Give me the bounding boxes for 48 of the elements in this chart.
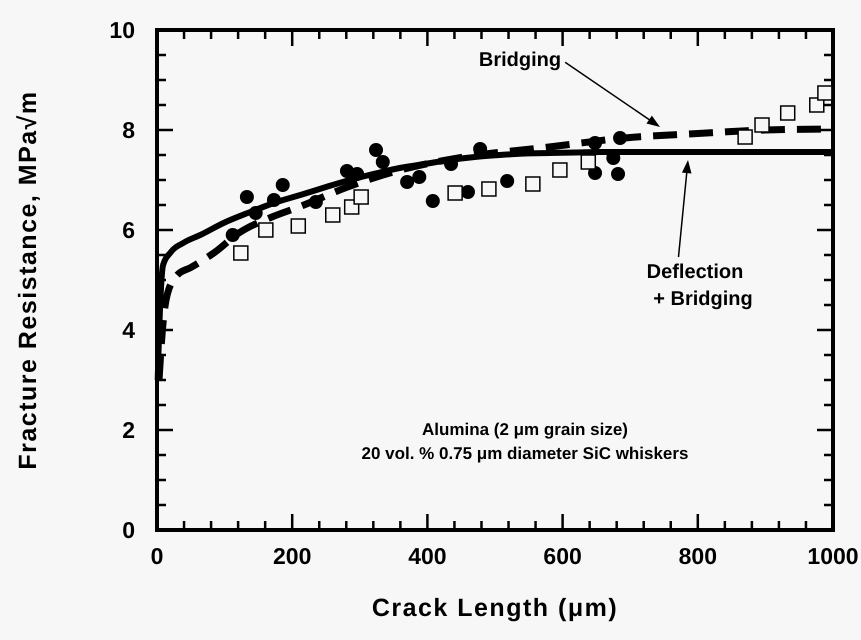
point bbox=[376, 155, 390, 169]
point bbox=[817, 85, 833, 101]
point bbox=[248, 206, 263, 220]
point bbox=[481, 181, 497, 197]
y-axis-title: Fracture Resistance, MPa√m bbox=[14, 90, 42, 470]
point bbox=[580, 154, 596, 170]
point bbox=[447, 185, 463, 201]
point bbox=[780, 105, 796, 121]
point bbox=[500, 174, 514, 188]
point bbox=[240, 190, 254, 204]
point bbox=[258, 222, 274, 238]
point bbox=[325, 207, 341, 223]
point bbox=[353, 189, 369, 205]
point bbox=[525, 176, 541, 192]
point bbox=[460, 185, 475, 199]
point bbox=[226, 228, 240, 242]
point bbox=[369, 143, 384, 157]
point bbox=[426, 194, 440, 208]
x-tick-label: 0 bbox=[150, 543, 164, 569]
point bbox=[611, 167, 626, 181]
point bbox=[266, 193, 281, 207]
point bbox=[400, 175, 414, 189]
x-tick-label: 200 bbox=[273, 543, 312, 569]
x-tick-label: 600 bbox=[543, 543, 582, 569]
annotation: Bridging bbox=[478, 49, 562, 71]
point bbox=[308, 195, 323, 209]
x-tick-label: 400 bbox=[408, 543, 447, 569]
point bbox=[552, 162, 568, 178]
point bbox=[754, 117, 770, 133]
annotation: Deflection + Bridging bbox=[646, 261, 753, 310]
point bbox=[290, 218, 306, 234]
x-axis-title: Crack Length (μm) bbox=[372, 594, 618, 622]
y-tick-label: 6 bbox=[122, 217, 135, 243]
y-tick-label: 4 bbox=[122, 317, 136, 343]
y-tick-label: 0 bbox=[122, 517, 135, 543]
point bbox=[412, 170, 426, 184]
annotation: Alumina (2 μm grain size) 20 vol. % 0.75 μm diameter SiC whiskers bbox=[362, 420, 688, 463]
point bbox=[737, 129, 753, 145]
point bbox=[588, 136, 602, 150]
y-tick-label: 8 bbox=[122, 117, 136, 143]
point bbox=[350, 167, 364, 181]
x-tick-label: 1000 bbox=[807, 543, 859, 569]
x-tick-label: 800 bbox=[678, 543, 717, 569]
y-tick-label: 2 bbox=[122, 417, 135, 443]
y-tick-label: 10 bbox=[109, 17, 135, 43]
point bbox=[276, 178, 290, 192]
point bbox=[233, 245, 249, 261]
point bbox=[613, 131, 628, 145]
